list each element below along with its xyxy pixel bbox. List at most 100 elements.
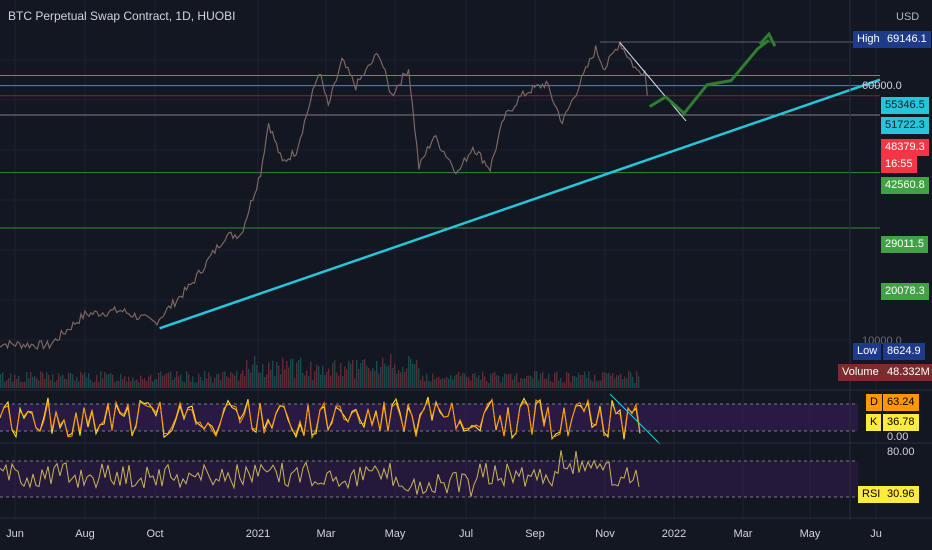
volume-bar (500, 382, 502, 388)
volume-bar (188, 374, 190, 388)
volume-bar (420, 379, 422, 388)
volume-bar (508, 374, 510, 388)
forecast-path (648, 39, 770, 115)
volume-bar (410, 358, 412, 388)
volume-bar (242, 370, 244, 388)
volume-bar (14, 374, 16, 388)
volume-bar (164, 374, 166, 388)
volume-bar (76, 377, 78, 388)
volume-bar (234, 375, 236, 388)
volume-bar (22, 381, 24, 388)
stoch-k-name: K (866, 414, 882, 431)
volume-bar (294, 377, 296, 388)
volume-bar (444, 378, 446, 388)
volume-bar (424, 381, 426, 388)
volume-bar (630, 372, 632, 388)
volume-bar (74, 380, 76, 388)
volume-bar (216, 374, 218, 388)
level-label-55346: 55346.5 (881, 97, 929, 114)
volume-bar (330, 375, 332, 388)
volume-bar (286, 360, 288, 388)
volume-bar (114, 381, 116, 388)
volume-bar (134, 380, 136, 388)
volume-bar (328, 368, 330, 388)
volume-bar (170, 371, 172, 388)
volume-bar (442, 378, 444, 388)
volume-label-value: 48.332M (883, 364, 932, 381)
volume-bar (20, 381, 22, 388)
volume-bar (352, 359, 354, 388)
forecast-arrowhead (758, 31, 777, 47)
volume-bar (116, 380, 118, 388)
volume-bar (562, 382, 564, 388)
volume-bar (108, 374, 110, 388)
volume-bar (72, 374, 74, 388)
currency-label[interactable]: USD (896, 11, 920, 23)
volume-bar (218, 373, 220, 388)
volume-bar (2, 372, 4, 388)
current-price-label: 48379.3 (881, 139, 929, 156)
volume-bar (298, 359, 300, 388)
volume-bar (236, 371, 238, 388)
stoch-d-line (0, 398, 641, 440)
volume-bar (342, 376, 344, 388)
stoch-d-value: 63.24 (883, 394, 919, 411)
volume-bar (66, 379, 68, 388)
volume-bar (620, 373, 622, 388)
volume-bar (550, 381, 552, 388)
volume-bar (244, 376, 246, 388)
volume-bar (482, 371, 484, 388)
volume-bar (368, 368, 370, 388)
volume-bar (18, 375, 20, 388)
x-tick-2: Oct (146, 528, 164, 540)
volume-bar (136, 379, 138, 388)
volume-bar (172, 380, 174, 388)
volume-bar (238, 380, 240, 388)
volume-bar (200, 376, 202, 388)
price-series-up (0, 41, 648, 350)
volume-bar (536, 371, 538, 388)
volume-bar (402, 366, 404, 388)
volume-bar (308, 376, 310, 388)
volume-bar (48, 375, 50, 388)
volume-bar (406, 368, 408, 388)
volume-bar (396, 373, 398, 388)
x-tick-9: 2022 (661, 528, 687, 540)
volume-bar (434, 379, 436, 388)
volume-bar (70, 373, 72, 388)
volume-bar (514, 376, 516, 388)
volume-bar (68, 372, 70, 388)
volume-bar (192, 376, 194, 388)
volume-bar (602, 372, 604, 388)
high-label-name: High (853, 31, 884, 48)
volume-bar (448, 378, 450, 388)
x-tick-10: Mar (733, 528, 753, 540)
volume-bar (386, 366, 388, 388)
volume-bar (592, 381, 594, 388)
volume-bar (364, 359, 366, 388)
volume-bar (8, 378, 10, 388)
stoch-k-value: 36.78 (883, 414, 919, 431)
volume-bar (326, 372, 328, 388)
volume-label-name: Volume (838, 364, 883, 381)
volume-bar (568, 373, 570, 388)
volume-bar (528, 375, 530, 388)
rsi-name: RSI (858, 486, 885, 503)
volume-bar (272, 360, 274, 388)
volume-bar (370, 370, 372, 388)
volume-bar (98, 381, 100, 388)
volume-bar (310, 361, 312, 388)
countdown-label: 16:55 (881, 156, 917, 173)
volume-bar (0, 374, 2, 388)
volume-bar (498, 375, 500, 388)
volume-bar (344, 366, 346, 388)
volume-bar (614, 378, 616, 388)
volume-bar (144, 378, 146, 388)
volume-bar (468, 377, 470, 388)
volume-bar (566, 372, 568, 388)
volume-bar (78, 381, 80, 388)
volume-bar (588, 371, 590, 388)
x-tick-1: Aug (75, 528, 95, 540)
volume-bar (266, 374, 268, 388)
